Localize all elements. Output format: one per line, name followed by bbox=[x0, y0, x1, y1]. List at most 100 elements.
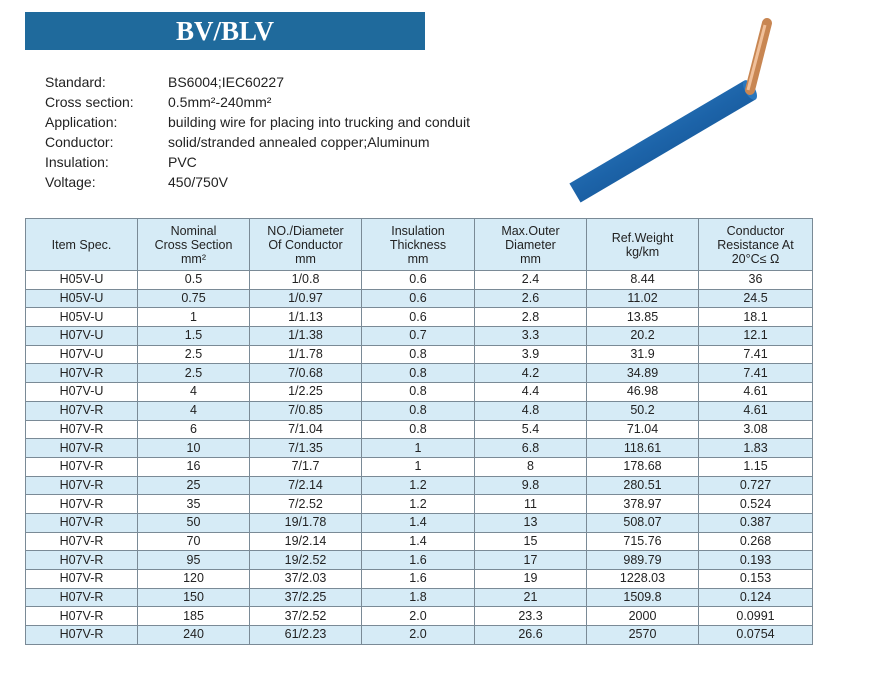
table-cell: 0.8 bbox=[361, 400, 475, 421]
table-cell: 2000 bbox=[586, 606, 699, 627]
header-line: Conductor bbox=[726, 223, 785, 238]
table-cell: 0.153 bbox=[698, 569, 813, 589]
table-cell: 1 bbox=[137, 307, 250, 328]
table-cell: 7/0.85 bbox=[249, 400, 362, 421]
table-cell: 0.727 bbox=[698, 475, 813, 496]
table-cell: 0.7 bbox=[361, 326, 475, 346]
table-cell: 120 bbox=[137, 569, 250, 589]
table-cell: 1.5 bbox=[137, 326, 250, 346]
table-cell: 3.08 bbox=[698, 419, 813, 440]
table-cell: 3.9 bbox=[474, 344, 587, 365]
header-line: Max.Outer bbox=[501, 223, 560, 238]
table-cell: 19 bbox=[474, 569, 587, 589]
table-cell: H07V-U bbox=[25, 344, 138, 365]
header-line: mm bbox=[520, 251, 541, 266]
table-cell: 2.0 bbox=[361, 625, 475, 645]
title-banner: BV/BLV bbox=[25, 12, 425, 50]
table-cell: 21 bbox=[474, 587, 587, 608]
table-cell: H07V-U bbox=[25, 382, 138, 402]
table-cell: 378.97 bbox=[586, 494, 699, 514]
header-line: mm bbox=[295, 251, 316, 266]
table-cell: 4 bbox=[137, 400, 250, 421]
table-cell: 50 bbox=[137, 512, 250, 533]
table-cell: 4 bbox=[137, 382, 250, 402]
table-cell: 18.1 bbox=[698, 307, 813, 328]
spec-row: Standard: BS6004;IEC60227 bbox=[45, 72, 470, 92]
table-row: H07V-R 4 7/0.85 0.8 4.8 50.2 4.61 bbox=[25, 400, 813, 421]
table-cell: 37/2.52 bbox=[249, 606, 362, 627]
table-cell: H07V-R bbox=[25, 550, 138, 570]
table-cell: 2570 bbox=[586, 625, 699, 645]
header-line: 20°C≤ Ω bbox=[731, 251, 780, 266]
table-cell: 1/2.25 bbox=[249, 382, 362, 402]
spec-table: Item Spec. Nominal Cross Section mm² NO./Dia… bbox=[25, 218, 813, 645]
table-cell: 1/1.13 bbox=[249, 307, 362, 328]
table-cell: H07V-R bbox=[25, 363, 138, 384]
table-cell: 0.193 bbox=[698, 550, 813, 570]
table-cell: 1.15 bbox=[698, 456, 813, 477]
table-row: H07V-R 25 7/2.14 1.2 9.8 280.51 0.727 bbox=[25, 475, 813, 496]
table-cell: 11 bbox=[474, 494, 587, 514]
table-cell: 7/1.35 bbox=[249, 438, 362, 458]
table-cell: 1/1.38 bbox=[249, 326, 362, 346]
table-cell: 0.6 bbox=[361, 288, 475, 309]
table-row: H07V-R 50 19/1.78 1.4 13 508.07 0.387 bbox=[25, 512, 813, 533]
table-cell: 4.4 bbox=[474, 382, 587, 402]
table-cell: 4.61 bbox=[698, 400, 813, 421]
table-cell: 0.0754 bbox=[698, 625, 813, 645]
table-cell: H05V-U bbox=[25, 288, 138, 309]
spec-label: Conductor: bbox=[45, 134, 114, 150]
table-cell: 24.5 bbox=[698, 288, 813, 309]
spec-label: Standard: bbox=[45, 74, 106, 90]
table-cell: H05V-U bbox=[25, 270, 138, 290]
table-cell: 280.51 bbox=[586, 475, 699, 496]
table-cell: H07V-R bbox=[25, 456, 138, 477]
table-row: H07V-U 4 1/2.25 0.8 4.4 46.98 4.61 bbox=[25, 382, 813, 402]
table-cell: 0.0991 bbox=[698, 606, 813, 627]
table-cell: 1/0.97 bbox=[249, 288, 362, 309]
table-row: H05V-U 1 1/1.13 0.6 2.8 13.85 18.1 bbox=[25, 307, 813, 328]
spec-list: Standard: BS6004;IEC60227 Cross section: 0.… bbox=[45, 72, 470, 192]
table-cell: 1228.03 bbox=[586, 569, 699, 589]
table-cell: 1509.8 bbox=[586, 587, 699, 608]
table-cell: 7/1.04 bbox=[249, 419, 362, 440]
header-line: mm² bbox=[181, 251, 206, 266]
header-line: Ref.Weight bbox=[611, 230, 674, 245]
spec-value: BS6004;IEC60227 bbox=[168, 74, 284, 90]
table-cell: 1.2 bbox=[361, 494, 475, 514]
column-header: Max.Outer Diameter mm bbox=[474, 218, 587, 271]
column-header: Conductor Resistance At 20°C≤ Ω bbox=[698, 218, 813, 271]
table-cell: H07V-R bbox=[25, 400, 138, 421]
table-cell: 1/1.78 bbox=[249, 344, 362, 365]
table-cell: 70 bbox=[137, 531, 250, 552]
table-cell: 37/2.25 bbox=[249, 587, 362, 608]
table-cell: 508.07 bbox=[586, 512, 699, 533]
table-row: H07V-R 150 37/2.25 1.8 21 1509.8 0.124 bbox=[25, 587, 813, 608]
table-cell: 0.8 bbox=[361, 344, 475, 365]
table-cell: 7.41 bbox=[698, 344, 813, 365]
table-cell: 6 bbox=[137, 419, 250, 440]
table-cell: 185 bbox=[137, 606, 250, 627]
table-cell: 4.2 bbox=[474, 363, 587, 384]
table-row: H07V-R 70 19/2.14 1.4 15 715.76 0.268 bbox=[25, 531, 813, 552]
table-cell: 0.8 bbox=[361, 419, 475, 440]
table-row: H07V-R 185 37/2.52 2.0 23.3 2000 0.0991 bbox=[25, 606, 813, 627]
spec-value: PVC bbox=[168, 154, 197, 170]
column-header: Ref.Weight kg/km bbox=[586, 218, 699, 271]
table-cell: 19/2.52 bbox=[249, 550, 362, 570]
table-cell: 2.4 bbox=[474, 270, 587, 290]
spec-value: building wire for placing into trucking … bbox=[168, 114, 470, 130]
table-cell: 7/2.52 bbox=[249, 494, 362, 514]
spec-row: Voltage: 450/750V bbox=[45, 172, 470, 192]
header-line: NO./Diameter bbox=[267, 223, 344, 238]
table-cell: 150 bbox=[137, 587, 250, 608]
table-cell: 1.8 bbox=[361, 587, 475, 608]
table-cell: 0.8 bbox=[361, 382, 475, 402]
table-cell: H07V-R bbox=[25, 625, 138, 645]
table-cell: 9.8 bbox=[474, 475, 587, 496]
table-cell: 2.8 bbox=[474, 307, 587, 328]
table-cell: 13.85 bbox=[586, 307, 699, 328]
table-cell: 15 bbox=[474, 531, 587, 552]
table-cell: 4.61 bbox=[698, 382, 813, 402]
